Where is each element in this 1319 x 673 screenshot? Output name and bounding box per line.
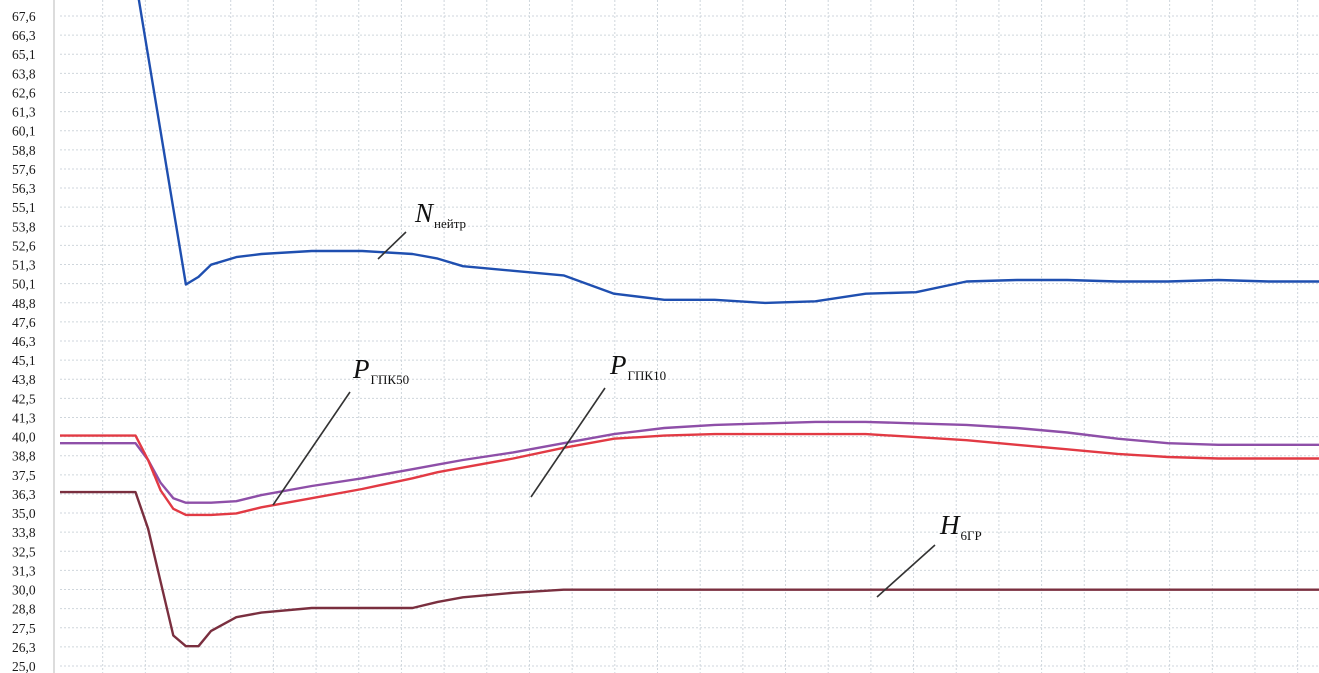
y-tick-label: 55,1 xyxy=(12,200,36,215)
annotation-leader-line xyxy=(530,387,606,498)
y-tick-label: 62,6 xyxy=(12,85,36,100)
y-tick-label: 47,6 xyxy=(12,315,36,330)
y-tick-label: 32,5 xyxy=(12,544,36,559)
y-tick-label: 65,1 xyxy=(12,47,36,62)
y-tick-label: 48,8 xyxy=(12,296,36,311)
annotation-label: PГПК10 xyxy=(609,350,666,383)
y-tick-label: 57,6 xyxy=(12,162,36,177)
y-tick-label: 31,3 xyxy=(12,563,36,578)
y-axis-tick-labels: 25,0 26,3 27,5 28,8 30,0 31,3 32,5 33,8 35,0 36,3… xyxy=(12,9,36,673)
y-tick-label: 26,3 xyxy=(12,640,36,655)
annotation-leader-line xyxy=(876,544,936,598)
y-tick-label: 40,0 xyxy=(12,430,36,445)
chart-grid xyxy=(60,0,1319,673)
y-tick-label: 66,3 xyxy=(12,28,36,43)
y-tick-label: 42,5 xyxy=(12,391,36,406)
series-line-0 xyxy=(137,0,1319,305)
y-tick-label: 37,5 xyxy=(12,468,36,483)
annotation-label: H6ГР xyxy=(939,510,982,543)
annotation-label: Nнейтр xyxy=(414,198,466,231)
annotation-leader-line xyxy=(377,231,407,260)
y-tick-label: 30,0 xyxy=(12,583,36,598)
y-tick-label: 58,8 xyxy=(12,143,36,158)
y-tick-label: 38,8 xyxy=(12,449,36,464)
y-tick-label: 25,0 xyxy=(12,659,36,673)
series-line-1 xyxy=(60,420,1319,504)
y-tick-label: 41,3 xyxy=(12,410,36,425)
series-line-3 xyxy=(60,490,1319,648)
series-line-2 xyxy=(60,432,1319,517)
y-tick-label: 60,1 xyxy=(12,124,36,139)
y-tick-label: 28,8 xyxy=(12,602,36,617)
y-tick-label: 35,0 xyxy=(12,506,36,521)
y-tick-label: 61,3 xyxy=(12,105,36,120)
y-tick-label: 46,3 xyxy=(12,334,36,349)
y-tick-label: 56,3 xyxy=(12,181,36,196)
series-lines xyxy=(60,0,1319,648)
y-tick-label: 36,3 xyxy=(12,487,36,502)
y-tick-label: 45,1 xyxy=(12,353,36,368)
y-tick-label: 63,8 xyxy=(12,66,36,81)
y-tick-label: 51,3 xyxy=(12,258,36,273)
annotation-leader-line xyxy=(272,391,351,506)
y-tick-label: 67,6 xyxy=(12,9,36,24)
y-tick-label: 33,8 xyxy=(12,525,36,540)
y-tick-label: 43,8 xyxy=(12,372,36,387)
y-tick-label: 53,8 xyxy=(12,219,36,234)
y-tick-label: 27,5 xyxy=(12,621,36,636)
y-tick-label: 50,1 xyxy=(12,277,36,292)
annotation-label: PГПК50 xyxy=(352,354,409,387)
y-tick-label: 52,6 xyxy=(12,238,36,253)
series-annotations: Nнейтр PГПК50 PГПК10 H6ГР xyxy=(272,198,982,598)
